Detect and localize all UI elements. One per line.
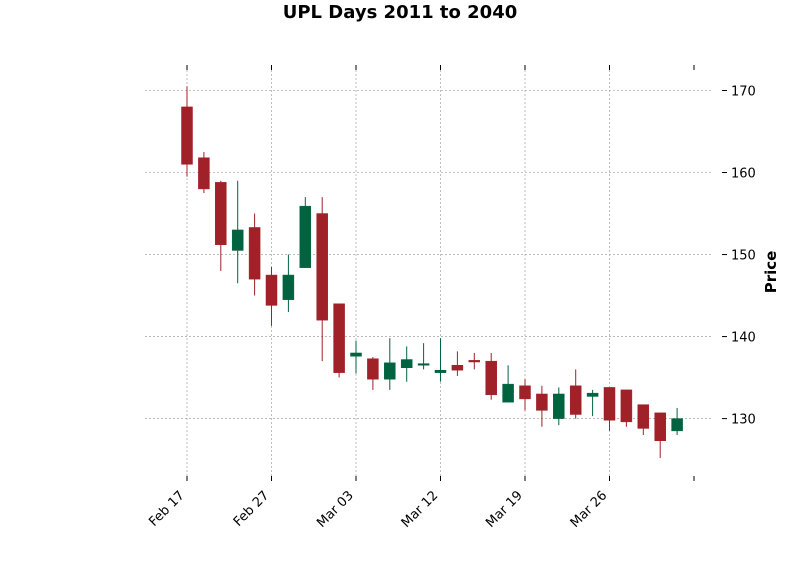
candle-body — [451, 365, 464, 371]
y-tick-label: 130 — [731, 413, 756, 428]
candle-layer — [181, 86, 683, 458]
y-tick-label: 140 — [731, 331, 756, 346]
candle-body — [586, 392, 599, 397]
candle-body — [299, 205, 312, 268]
candle-body — [620, 389, 633, 423]
candle-body — [198, 157, 210, 190]
candle-body — [384, 362, 396, 380]
y-tick-label: 150 — [731, 249, 756, 264]
candle-body — [519, 385, 531, 400]
y-tick-label: 170 — [731, 85, 756, 100]
candle-body — [553, 393, 565, 419]
candle-body — [265, 274, 278, 306]
candle-body — [569, 385, 582, 415]
x-tick-label: Mar 26 — [568, 488, 611, 531]
candle-body — [468, 360, 481, 363]
candle-body — [215, 182, 227, 245]
candle-body — [350, 352, 362, 357]
x-tick-label: Mar 03 — [314, 488, 357, 531]
candle-body — [603, 387, 616, 421]
candle-body — [502, 383, 514, 403]
candle-body — [654, 412, 666, 441]
candle-body — [637, 404, 650, 429]
candle-body — [333, 303, 345, 373]
candle-body — [316, 213, 328, 321]
candle-body — [231, 229, 244, 251]
y-tick-label: 160 — [731, 167, 756, 182]
axis-layer: 130 140 150 160 170 Feb 17 Feb 27 Mar 03 Mar 12 M… — [146, 65, 756, 531]
candle-body — [367, 358, 379, 380]
x-tick-label: Feb 27 — [231, 488, 273, 530]
candle-body — [181, 106, 193, 165]
candle-body — [536, 393, 548, 411]
x-tick-label: Mar 12 — [399, 488, 442, 531]
candle-body — [485, 360, 497, 396]
x-tick-label: Mar 19 — [483, 488, 526, 531]
candle-body — [671, 418, 683, 432]
candle-body — [248, 227, 261, 280]
candle-body — [434, 369, 447, 373]
chart-title: UPL Days 2011 to 2040 — [283, 2, 518, 23]
candle-body — [400, 359, 413, 368]
grid-layer — [145, 70, 712, 476]
x-tick-label: Feb 17 — [146, 488, 188, 530]
candle-body — [417, 363, 430, 366]
y-axis-label: Price — [762, 251, 780, 294]
candle-body — [282, 274, 295, 300]
